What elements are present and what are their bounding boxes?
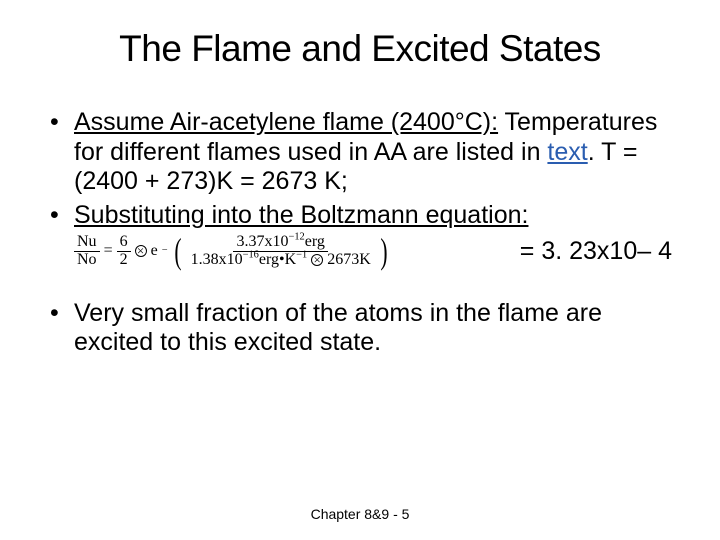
bullet-2-lead: Substituting into the Boltzmann equation…: [74, 201, 528, 229]
otimes-icon: ×: [135, 245, 147, 257]
frac-nu: Nu: [74, 234, 100, 252]
bullet-3-text: Very small fraction of the atoms in the …: [74, 299, 602, 357]
frac-nu-no: Nu No: [74, 234, 100, 269]
eq-sign-1: =: [104, 242, 113, 261]
slide-title: The Flame and Excited States: [48, 28, 672, 70]
text-link[interactable]: text: [547, 138, 587, 166]
energy-exp: −12: [288, 232, 304, 243]
kt-term: 1.38x10−16erg•K−1 × 2673K: [188, 252, 374, 269]
bullet-3: Very small fraction of the atoms in the …: [48, 299, 672, 358]
energy-unit: erg: [305, 233, 325, 250]
g-lower: 2: [117, 252, 131, 269]
k-coef: 1.38x10: [191, 251, 243, 268]
equation-result: = 3. 23x10– 4: [514, 237, 672, 267]
k-exp: −16: [243, 249, 259, 260]
temperature: 2673K: [327, 251, 371, 268]
k-unit: erg•K: [259, 251, 296, 268]
frac-exponent: 3.37x10−12erg 1.38x10−16erg•K−1 × 2673K: [188, 234, 374, 269]
slide-container: The Flame and Excited States Assume Air-…: [0, 0, 720, 358]
equation-line: Nu No = 6 2 × e− ( 3.37x10−12erg: [74, 234, 672, 269]
bullet-1-lead: Assume Air-acetylene flame (2400°C):: [74, 108, 498, 136]
energy-coef: 3.37x10: [236, 233, 288, 250]
g-upper: 6: [117, 234, 131, 252]
bullet-1: Assume Air-acetylene flame (2400°C): Tem…: [48, 108, 672, 197]
bullet-2: Substituting into the Boltzmann equation…: [48, 201, 672, 269]
spacer: [48, 273, 672, 299]
boltzmann-equation: Nu No = 6 2 × e− ( 3.37x10−12erg: [74, 234, 390, 269]
k-unit-exp: −1: [296, 249, 307, 260]
frac-no: No: [74, 252, 100, 269]
bullet-list: Assume Air-acetylene flame (2400°C): Tem…: [48, 108, 672, 269]
frac-degeneracy: 6 2: [117, 234, 131, 269]
slide-footer: Chapter 8&9 - 5: [0, 506, 720, 522]
exp-e: e: [151, 242, 158, 261]
otimes-icon-2: ×: [311, 254, 323, 266]
bullet-list-2: Very small fraction of the atoms in the …: [48, 299, 672, 358]
